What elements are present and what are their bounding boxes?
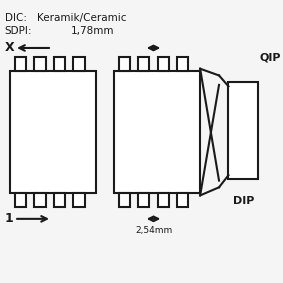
Bar [114, 71, 200, 193]
Bar [54, 57, 65, 71]
Text: Keramik/Ceramic: Keramik/Ceramic [37, 14, 127, 23]
Bar [177, 57, 188, 71]
Bar [35, 57, 46, 71]
Bar [54, 193, 65, 207]
Bar [73, 57, 85, 71]
Bar [119, 57, 130, 71]
Bar [35, 193, 46, 207]
Bar [10, 71, 97, 193]
Bar [177, 193, 188, 207]
Bar [15, 193, 26, 207]
Text: QIP: QIP [260, 53, 281, 63]
Bar [138, 57, 149, 71]
Text: DIP: DIP [233, 196, 254, 206]
Bar [138, 193, 149, 207]
Bar [158, 193, 169, 207]
Bar [15, 57, 26, 71]
Bar [158, 57, 169, 71]
Text: 1,78mm: 1,78mm [71, 25, 114, 36]
Bar [73, 193, 85, 207]
Text: DIC:: DIC: [5, 14, 27, 23]
Text: X: X [5, 42, 14, 54]
Text: SDPI:: SDPI: [5, 25, 32, 36]
Bar [119, 193, 130, 207]
Bar [228, 82, 258, 179]
Text: 2,54mm: 2,54mm [135, 226, 172, 235]
Text: 1: 1 [5, 212, 14, 225]
